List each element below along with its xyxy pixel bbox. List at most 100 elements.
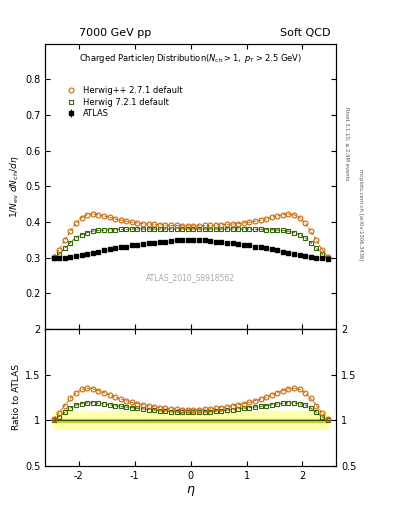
Herwig++ 2.7.1 default [247,219,252,225]
Herwig 7.2.1 default [68,240,73,246]
Herwig 7.2.1 default [258,226,263,232]
Herwig++ 2.7.1 default [68,228,73,234]
Herwig++ 2.7.1 default [130,219,134,225]
Herwig++ 2.7.1 default [208,222,213,228]
Herwig 7.2.1 default [169,226,173,232]
Herwig 7.2.1 default [90,228,95,234]
Herwig++ 2.7.1 default [320,247,324,253]
Herwig++ 2.7.1 default [275,213,280,219]
Herwig 7.2.1 default [196,226,201,232]
Herwig 7.2.1 default [219,226,224,232]
Herwig++ 2.7.1 default [191,223,196,229]
Herwig++ 2.7.1 default [196,223,201,229]
Herwig 7.2.1 default [124,226,129,232]
Herwig++ 2.7.1 default [309,228,313,234]
Herwig 7.2.1 default [57,251,62,257]
Y-axis label: Ratio to ATLAS: Ratio to ATLAS [12,365,21,431]
Herwig 7.2.1 default [73,234,78,241]
Herwig 7.2.1 default [281,227,285,233]
Herwig++ 2.7.1 default [158,222,162,228]
Herwig 7.2.1 default [286,228,291,234]
Herwig 7.2.1 default [180,226,185,232]
Herwig 7.2.1 default [225,226,230,232]
Herwig 7.2.1 default [303,234,308,241]
Herwig++ 2.7.1 default [96,211,101,218]
Herwig++ 2.7.1 default [230,221,235,227]
Herwig++ 2.7.1 default [124,218,129,224]
Herwig++ 2.7.1 default [174,222,179,228]
Herwig++ 2.7.1 default [202,222,207,228]
Herwig 7.2.1 default [314,245,319,251]
Herwig++ 2.7.1 default [169,222,173,228]
Text: mcplots.cern.ch [arXiv:1306.3436]: mcplots.cern.ch [arXiv:1306.3436] [358,169,363,261]
Herwig++ 2.7.1 default [90,211,95,217]
Herwig 7.2.1 default [185,226,190,232]
Herwig++ 2.7.1 default [213,222,218,228]
Herwig++ 2.7.1 default [85,211,90,218]
Text: Rivet 3.1.10, ≥ 2.9M events: Rivet 3.1.10, ≥ 2.9M events [344,106,349,180]
Herwig 7.2.1 default [152,226,156,232]
Herwig 7.2.1 default [163,226,168,232]
Herwig 7.2.1 default [292,229,296,236]
Herwig 7.2.1 default [113,227,118,233]
Herwig 7.2.1 default [141,226,145,232]
Herwig 7.2.1 default [135,226,140,232]
Herwig++ 2.7.1 default [219,222,224,228]
Herwig 7.2.1 default [264,227,268,233]
Herwig 7.2.1 default [191,226,196,232]
Herwig++ 2.7.1 default [258,217,263,223]
Herwig 7.2.1 default [79,231,84,238]
Herwig++ 2.7.1 default [107,214,112,220]
Herwig 7.2.1 default [236,226,241,232]
Y-axis label: $1/N_{\mathrm{ev}}\ dN_{\mathrm{ch}}/d\eta$: $1/N_{\mathrm{ev}}\ dN_{\mathrm{ch}}/d\e… [8,155,21,218]
Herwig++ 2.7.1 default [152,221,156,227]
X-axis label: $\eta$: $\eta$ [186,483,195,498]
Herwig 7.2.1 default [297,231,302,238]
Herwig++ 2.7.1 default [269,214,274,220]
Herwig++ 2.7.1 default [264,216,268,222]
Herwig 7.2.1 default [309,240,313,246]
Herwig 7.2.1 default [241,226,246,232]
Herwig++ 2.7.1 default [51,254,56,260]
Line: Herwig 7.2.1 default: Herwig 7.2.1 default [51,227,330,261]
Herwig 7.2.1 default [320,251,324,257]
Herwig++ 2.7.1 default [180,223,185,229]
Herwig 7.2.1 default [269,227,274,233]
Herwig 7.2.1 default [213,226,218,232]
Text: ATLAS_2010_S8918562: ATLAS_2010_S8918562 [146,273,235,282]
Herwig++ 2.7.1 default [101,213,106,219]
Herwig++ 2.7.1 default [292,211,296,218]
Text: Soft QCD: Soft QCD [280,28,330,38]
Herwig 7.2.1 default [253,226,257,232]
Herwig 7.2.1 default [62,245,67,251]
Herwig++ 2.7.1 default [281,211,285,218]
Herwig 7.2.1 default [118,226,123,232]
Herwig 7.2.1 default [51,255,56,261]
Text: Charged Particle$\eta$ Distribution$(N_{\mathrm{ch}} > 1,\ p_{\mathrm{T}} > 2.5\: Charged Particle$\eta$ Distribution$(N_{… [79,52,302,65]
Herwig 7.2.1 default [202,226,207,232]
Herwig 7.2.1 default [96,227,101,233]
Herwig++ 2.7.1 default [253,218,257,224]
Herwig 7.2.1 default [174,226,179,232]
Herwig 7.2.1 default [247,226,252,232]
Herwig++ 2.7.1 default [163,222,168,228]
Herwig++ 2.7.1 default [118,217,123,223]
Herwig 7.2.1 default [101,227,106,233]
Herwig 7.2.1 default [85,229,90,236]
Herwig 7.2.1 default [230,226,235,232]
Herwig++ 2.7.1 default [314,238,319,244]
Herwig++ 2.7.1 default [185,223,190,229]
Herwig++ 2.7.1 default [135,220,140,226]
Herwig++ 2.7.1 default [141,221,145,227]
Herwig 7.2.1 default [275,227,280,233]
Text: 7000 GeV pp: 7000 GeV pp [79,28,151,38]
Herwig++ 2.7.1 default [225,221,230,227]
Herwig 7.2.1 default [130,226,134,232]
Herwig++ 2.7.1 default [325,254,330,260]
Herwig++ 2.7.1 default [62,238,67,244]
Herwig++ 2.7.1 default [236,221,241,227]
Herwig 7.2.1 default [208,226,213,232]
Herwig 7.2.1 default [107,227,112,233]
Herwig++ 2.7.1 default [146,221,151,227]
Herwig++ 2.7.1 default [297,215,302,221]
